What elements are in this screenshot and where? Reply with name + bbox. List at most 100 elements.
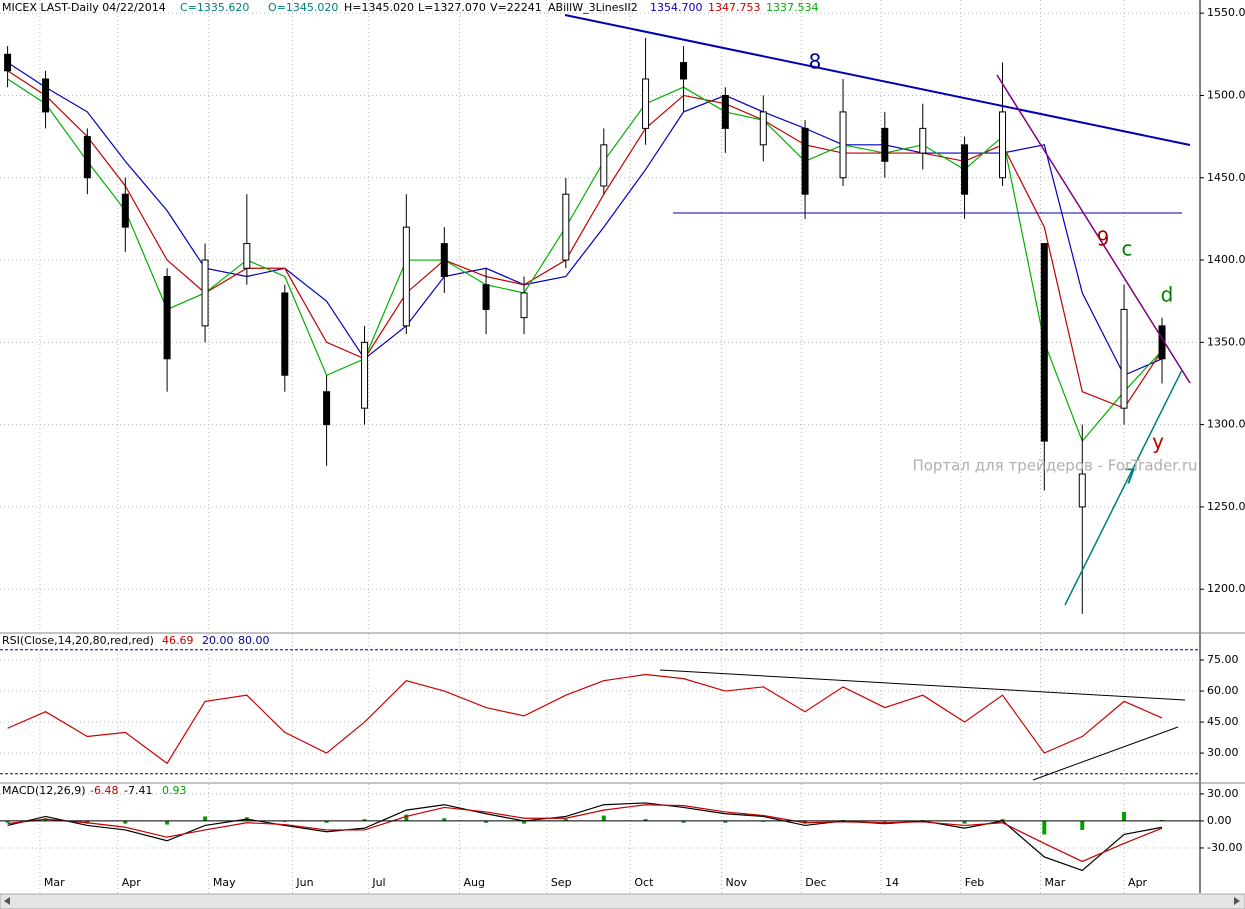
watermark: Портал для трейдеров - ForTrader.ru [912, 457, 1197, 475]
candle-body [121, 193, 129, 228]
trend-line [1064, 369, 1183, 606]
candle-body [323, 391, 331, 426]
wave-label: 7 [1124, 465, 1137, 489]
candle-body [361, 341, 369, 409]
y-tick-label: 1200.0 [1207, 582, 1245, 595]
x-tick-label: Mar [44, 876, 65, 889]
candle-body [961, 144, 969, 195]
candle-body [600, 144, 608, 187]
rsi-title: RSI(Close,14,20,80,red,red) [2, 634, 154, 647]
wave-label: c [1122, 237, 1133, 261]
candle-body [801, 127, 809, 195]
histogram-bar [522, 820, 527, 824]
histogram-bar [203, 816, 208, 821]
histogram-bar [5, 820, 10, 823]
y-tick-label: 1450.0 [1207, 171, 1245, 184]
x-tick-label: Sep [551, 876, 572, 889]
candle-body [520, 292, 528, 319]
wave-label: d [1161, 283, 1174, 307]
x-tick-label: Apr [1128, 876, 1148, 889]
open-value: O=1345.020 [268, 1, 338, 14]
candle-body [680, 62, 688, 80]
candle-body [919, 127, 927, 154]
candle-body [881, 127, 889, 162]
y-tick-label: 45.00 [1207, 715, 1239, 728]
histogram-bar [362, 819, 367, 821]
rsi-trend-line [1032, 726, 1179, 781]
series-line [7, 802, 1163, 872]
series-line [7, 62, 1163, 377]
candle-body [999, 111, 1007, 179]
y-tick-label: 30.00 [1207, 746, 1239, 759]
rsi-level: 20.00 [202, 634, 234, 647]
candle-body [201, 259, 209, 327]
wave-label: y [1152, 430, 1164, 454]
x-tick-label: Feb [965, 876, 984, 889]
histogram-bar [681, 820, 686, 823]
indicator-value: 1337.534 [766, 1, 819, 14]
macd-value: -6.48 [90, 784, 118, 797]
volume-value: V=22241 [490, 1, 542, 14]
histogram-bar [165, 820, 170, 825]
candle-body [721, 94, 729, 129]
candle-body [42, 78, 50, 113]
candle-body [759, 111, 767, 146]
candle-body [163, 276, 171, 360]
macd-title: MACD(12,26,9) [2, 784, 86, 797]
histogram-bar [484, 820, 489, 823]
series-line [7, 673, 1163, 765]
histogram-bar [324, 820, 329, 823]
y-tick-label: 75.00 [1207, 653, 1239, 666]
macd-value: 0.93 [162, 784, 187, 797]
y-tick-label: 1500.0 [1207, 88, 1245, 101]
x-tick-label: Jul [371, 876, 385, 889]
histogram-bar [723, 820, 728, 823]
candle-body [562, 193, 570, 261]
candle-body [839, 111, 847, 179]
y-tick-label: 30.00 [1207, 787, 1239, 800]
candle-body [642, 78, 650, 129]
x-tick-label: 14 [885, 876, 899, 889]
trend-line [564, 14, 1191, 146]
y-tick-label: 1550.0 [1207, 6, 1245, 19]
y-tick-label: 1400.0 [1207, 253, 1245, 266]
histogram-bar [1042, 820, 1047, 835]
x-tick-label: Oct [634, 876, 654, 889]
x-tick-label: May [213, 876, 236, 889]
candle-body [243, 243, 251, 269]
series-line [7, 804, 1163, 863]
macd-value: -7.41 [124, 784, 152, 797]
high-value: H=1345.020 [344, 1, 414, 14]
y-tick-label: -30.00 [1207, 841, 1242, 854]
histogram-bar [1000, 819, 1005, 821]
histogram-bar [123, 820, 128, 824]
low-value: L=1327.070 [418, 1, 486, 14]
candle-body [4, 53, 12, 72]
x-tick-label: Jun [295, 876, 313, 889]
rsi-level: 80.00 [238, 634, 270, 647]
candle-body [281, 292, 289, 376]
y-tick-label: 60.00 [1207, 684, 1239, 697]
x-tick-label: Dec [805, 876, 826, 889]
histogram-bar [962, 820, 967, 824]
histogram-bar [643, 819, 648, 821]
x-tick-label: Aug [463, 876, 484, 889]
x-tick-label: Nov [726, 876, 748, 889]
rsi-trend-line [659, 669, 1186, 701]
symbol: MICEX LAST-Daily 04/22/2014 [2, 1, 166, 14]
candle-body [440, 243, 448, 277]
candle-body [1040, 243, 1048, 442]
candle-body [482, 284, 490, 310]
scrollbar[interactable] [0, 893, 1245, 909]
histogram-bar [601, 815, 606, 821]
wave-label: 8 [809, 50, 822, 74]
candle-body [402, 226, 410, 327]
y-tick-label: 1250.0 [1207, 500, 1245, 513]
histogram-bar [1080, 820, 1085, 830]
x-tick-label: Mar [1045, 876, 1066, 889]
indicator-value: 1354.700 [650, 1, 703, 14]
candle-body [83, 136, 91, 179]
candle-body [1120, 308, 1128, 409]
trend-line [996, 74, 1191, 384]
